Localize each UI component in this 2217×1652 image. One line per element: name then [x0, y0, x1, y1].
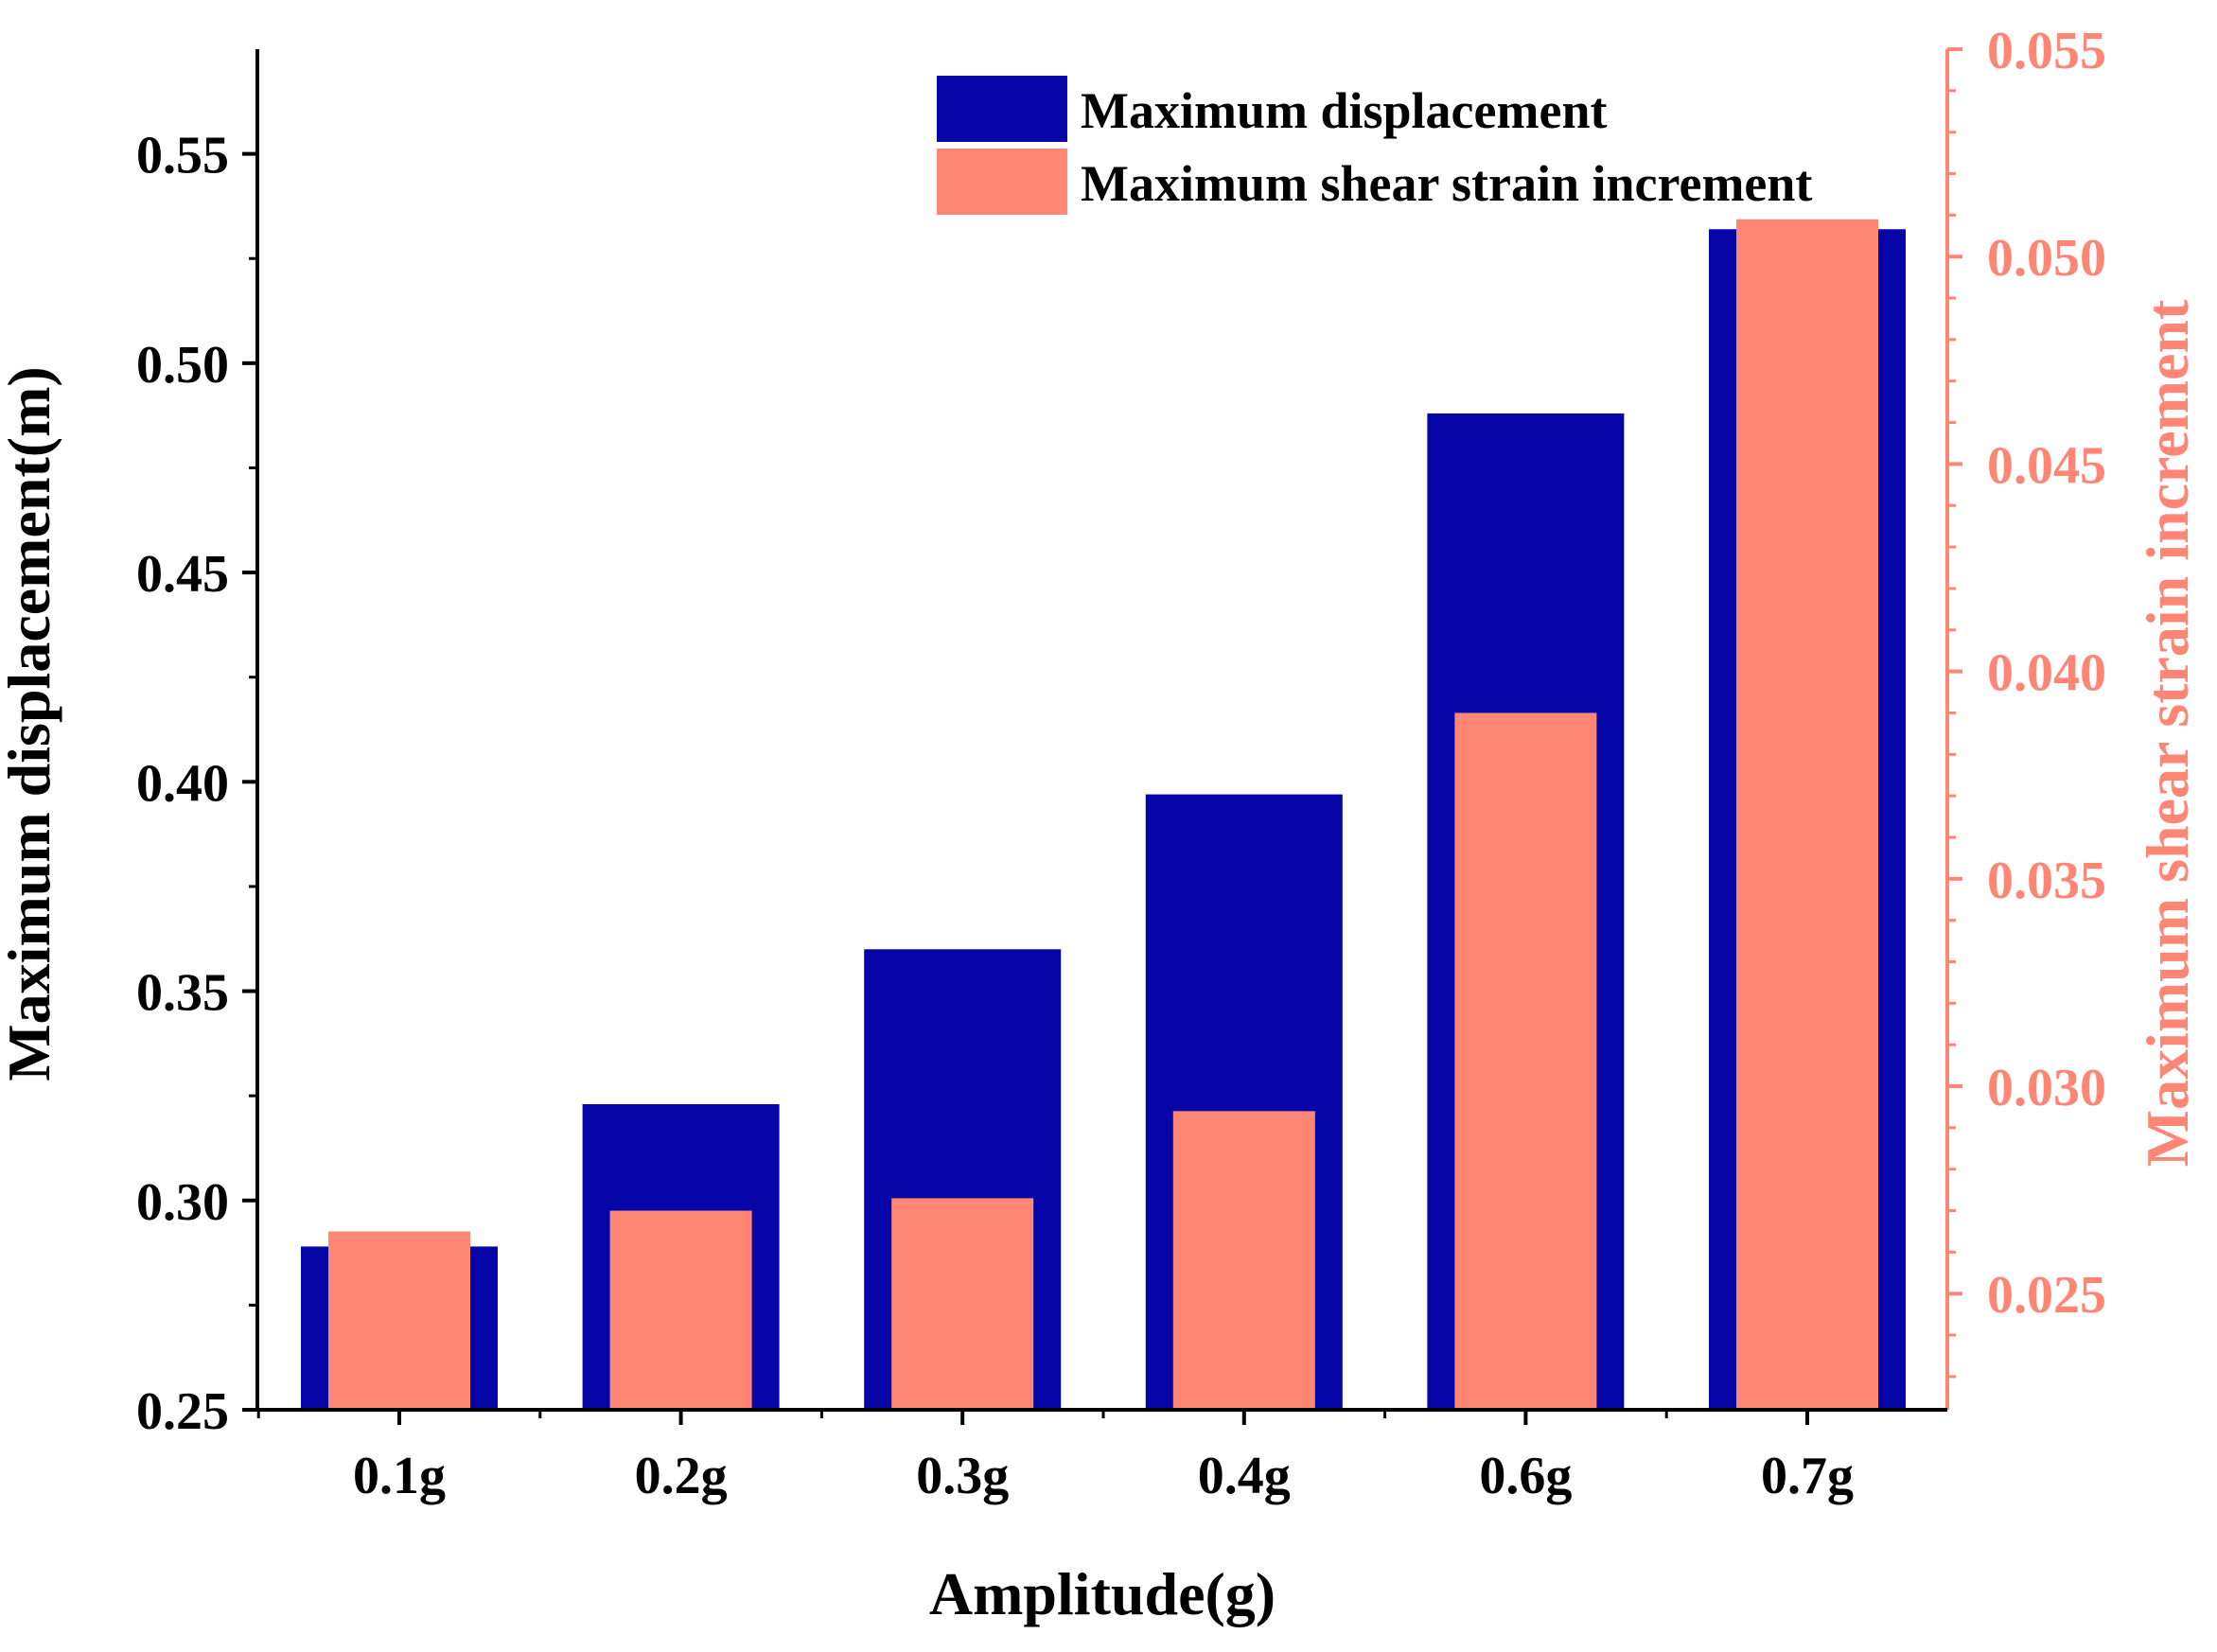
legend-label-displacement: Maximum displacement — [1081, 82, 1607, 139]
bar-shear-strain-0.7g — [1736, 219, 1878, 1410]
y-tick-label: 0.25 — [136, 1382, 229, 1441]
y2-tick-label: 0.045 — [1987, 436, 2106, 495]
bar-shear-strain-0.6g — [1454, 712, 1597, 1410]
y-tick-label: 0.35 — [136, 964, 229, 1023]
y2-tick-label: 0.025 — [1987, 1266, 2106, 1325]
x-tick-label: 0.1g — [353, 1447, 446, 1505]
x-tick-label: 0.7g — [1761, 1447, 1854, 1505]
x-tick-label: 0.6g — [1479, 1447, 1572, 1505]
y-tick-label: 0.40 — [136, 754, 229, 813]
legend-swatch-displacement — [937, 76, 1067, 142]
y-tick-label: 0.45 — [136, 545, 229, 604]
x-tick-label: 0.2g — [635, 1447, 728, 1505]
y-axis-title: Maximum displacement(m) — [0, 366, 62, 1081]
bar-shear-strain-0.1g — [328, 1231, 470, 1410]
y2-tick-label: 0.030 — [1987, 1059, 2106, 1117]
legend: Maximum displacement Maximum shear strain… — [937, 76, 1812, 215]
y2-axis-title: Maximum shear strain increment — [2134, 299, 2201, 1167]
y2-tick-label: 0.040 — [1987, 644, 2106, 703]
y-tick-label: 0.55 — [136, 127, 229, 185]
bar-shear-strain-0.4g — [1172, 1111, 1315, 1410]
y2-tick-label: 0.050 — [1987, 229, 2106, 288]
y2-tick-label: 0.035 — [1987, 852, 2106, 910]
axes-layer: 0.25 0.30 0.35 0.40 0.45 0.50 0.55 0.025 0.030 0.… — [136, 22, 2106, 1505]
x-tick-label: 0.3g — [916, 1447, 1009, 1505]
bar-shear-strain-0.3g — [891, 1198, 1034, 1410]
legend-label-shear-strain: Maximum shear strain increment — [1081, 155, 1812, 212]
x-tick-label: 0.4g — [1198, 1447, 1291, 1505]
y2-tick-label: 0.055 — [1987, 22, 2106, 80]
y-tick-label: 0.30 — [136, 1173, 229, 1232]
legend-swatch-shear-strain — [937, 149, 1067, 215]
bars-layer — [301, 219, 1906, 1411]
y-tick-label: 0.50 — [136, 336, 229, 395]
x-axis-title: Amplitude(g) — [929, 1560, 1276, 1627]
bar-shear-strain-0.2g — [609, 1210, 752, 1410]
